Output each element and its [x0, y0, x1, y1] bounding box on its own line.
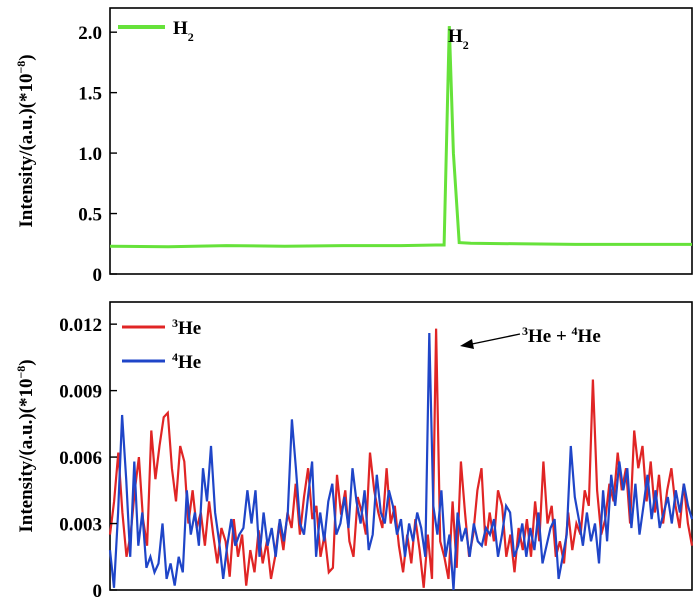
bot-y-tick-label-0: 0 — [93, 581, 103, 602]
he-peak-annotation-label: 3He + 4He — [522, 324, 601, 347]
top-y-axis-ticks: 0 0.5 1.0 1.5 2.0 — [78, 23, 117, 286]
top-y-tick-label-4: 2.0 — [78, 23, 102, 44]
he3-legend-label: 3He — [172, 316, 201, 339]
bottom-y-axis-ticks: 0 0.003 0.006 0.009 0.012 — [59, 315, 117, 602]
h2-legend-label: H2 — [173, 18, 194, 44]
bottom-y-axis-label: Intensity/(a.u.)(*10−8) — [14, 359, 37, 532]
top-y-tick-label-2: 1.0 — [78, 144, 102, 165]
he4-legend-label: 4He — [172, 350, 201, 373]
top-y-axis-label: Intensity/(a.u.)(*10−8) — [14, 54, 37, 227]
bottom-plot-frame — [109, 301, 693, 591]
bot-y-tick-label-3: 0.009 — [59, 382, 102, 403]
top-y-tick-label-1: 0.5 — [78, 205, 102, 226]
top-panel: 0 0.5 1.0 1.5 2.0 Intensity/(a.u.)(*10−8) H2… — [14, 7, 693, 286]
top-plot-frame — [109, 7, 693, 275]
bot-y-tick-label-2: 0.006 — [59, 448, 102, 469]
top-y-tick-label-3: 1.5 — [78, 84, 102, 105]
he3-series-line — [108, 328, 694, 588]
h2-peak-annotation: H2 — [448, 26, 469, 52]
he4-series-line — [108, 332, 694, 591]
he-peak-annotation: 3He + 4He — [460, 324, 601, 349]
bot-y-tick-label-1: 0.003 — [59, 515, 102, 536]
h2-series-line — [109, 26, 692, 249]
bottom-legend: 3He 4He — [122, 316, 201, 373]
bottom-panel: 0 0.003 0.006 0.009 0.012 Intensity/(a.u.)(*… — [14, 301, 694, 602]
top-y-tick-label-0: 0 — [93, 265, 103, 286]
top-legend: H2 — [118, 18, 194, 44]
annotation-arrowhead — [460, 339, 474, 349]
annotation-arrow-shaft — [471, 333, 521, 345]
bot-y-tick-label-4: 0.012 — [59, 315, 102, 336]
